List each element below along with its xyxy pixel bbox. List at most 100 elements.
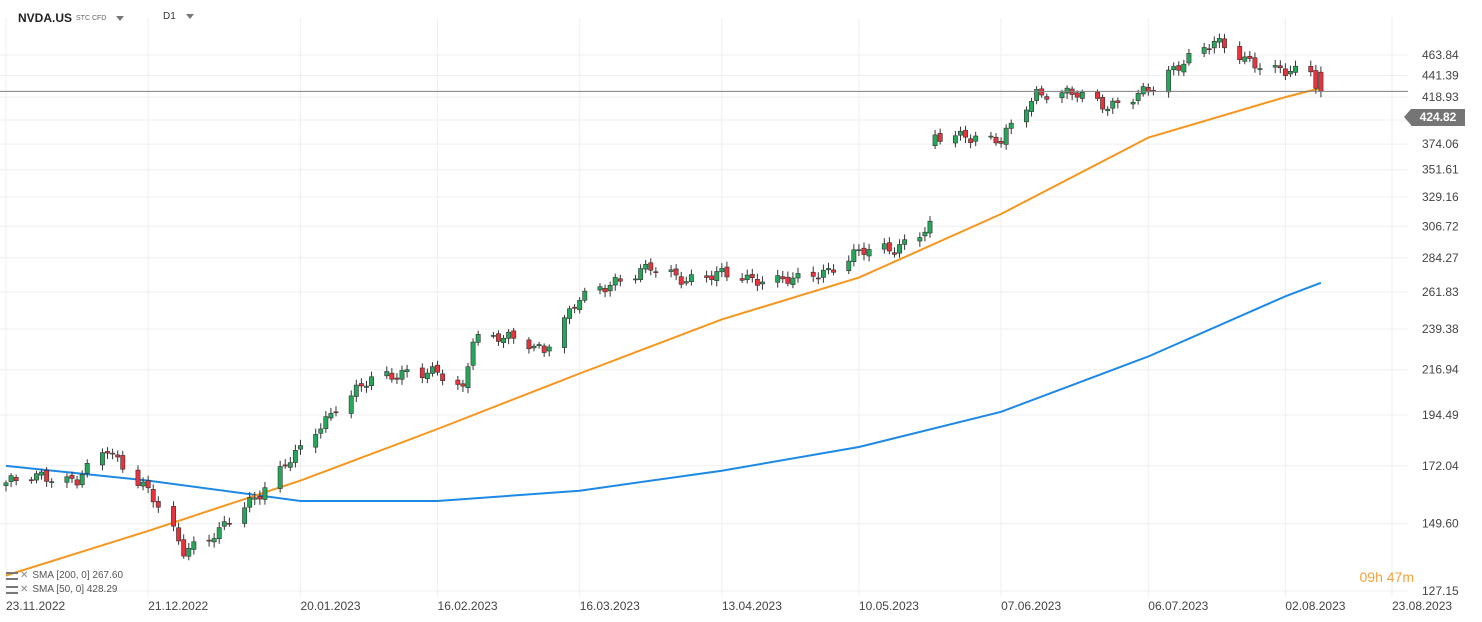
candle — [1181, 59, 1187, 77]
candle — [247, 491, 253, 513]
settings-icon[interactable] — [6, 585, 18, 594]
candle — [897, 239, 902, 258]
candle-body — [572, 306, 578, 309]
candle — [831, 264, 836, 276]
candle-body — [1216, 38, 1222, 43]
candle-body — [648, 262, 654, 271]
candle-body — [369, 376, 374, 387]
candle-body — [84, 462, 90, 474]
candle-body — [973, 135, 979, 142]
candle-body — [643, 264, 649, 270]
candle — [501, 335, 506, 349]
candle-body — [1308, 66, 1314, 73]
candle — [1318, 66, 1324, 98]
candle-body — [1166, 69, 1172, 93]
candle-body — [79, 473, 85, 486]
timeframe-selector[interactable]: D1 — [163, 11, 194, 22]
y-tick-label: 216.94 — [1422, 363, 1459, 377]
candle-body — [856, 249, 862, 252]
candle-body — [115, 454, 121, 458]
candle-body — [638, 268, 644, 280]
candle-body — [998, 140, 1004, 144]
candle — [567, 305, 572, 325]
candle-body — [8, 475, 14, 482]
candle — [34, 470, 39, 484]
candle-body — [348, 395, 354, 414]
candle — [820, 264, 826, 283]
legend-sma50[interactable]: ✕ SMA [50, 0] 428.29 — [6, 584, 117, 595]
candle-body — [1115, 100, 1121, 103]
sma50-line — [5, 87, 1322, 577]
candle-body — [399, 370, 405, 380]
candle — [1257, 63, 1263, 76]
close-icon[interactable]: ✕ — [20, 570, 29, 581]
candle — [419, 363, 425, 384]
candle-body — [582, 290, 588, 301]
candle-body — [242, 507, 248, 524]
candle-body — [1206, 48, 1212, 51]
candle — [1074, 90, 1080, 103]
candle-body — [358, 383, 364, 387]
candle-body — [704, 275, 710, 278]
candle-body — [760, 281, 765, 285]
candle — [572, 304, 578, 314]
candle-body — [886, 242, 892, 252]
candle — [810, 266, 816, 282]
candle — [973, 131, 979, 147]
legend-sma200[interactable]: ✕ SMA [200, 0] 267.60 — [6, 570, 123, 581]
candle — [150, 484, 156, 508]
candle-body — [1074, 92, 1080, 98]
candle-body — [44, 470, 50, 482]
chevron-down-icon[interactable] — [185, 14, 194, 19]
candle — [963, 125, 968, 144]
candle-body — [1171, 66, 1177, 71]
candle-body — [1003, 127, 1009, 145]
y-tick-label: 351.61 — [1422, 163, 1459, 177]
candle-body — [206, 539, 212, 542]
close-icon[interactable]: ✕ — [20, 584, 29, 595]
symbol-selector[interactable]: NVDA.US STC CFD — [18, 11, 125, 25]
y-tick-label: 284.27 — [1422, 251, 1459, 265]
x-tick-label: 16.03.2023 — [580, 599, 640, 613]
candle-body — [110, 452, 116, 455]
candle — [958, 126, 963, 141]
candle-body — [683, 281, 689, 284]
candle-body — [1176, 65, 1182, 71]
candle-body — [902, 239, 908, 245]
candle — [358, 378, 364, 392]
candle-body — [1242, 56, 1248, 62]
candle-body — [13, 476, 19, 482]
chevron-down-icon[interactable] — [116, 15, 125, 21]
candle-body — [810, 271, 816, 277]
candle-body — [216, 527, 222, 540]
candle — [851, 244, 857, 267]
candle-body — [724, 266, 730, 278]
candle-body — [612, 277, 618, 286]
candle-body — [1105, 108, 1111, 112]
candle — [1100, 94, 1106, 114]
candle — [1272, 60, 1278, 73]
candle-body — [754, 279, 760, 286]
candle — [262, 481, 268, 505]
candle-body — [567, 308, 572, 319]
candle-body — [424, 372, 430, 379]
settings-icon[interactable] — [6, 571, 18, 580]
y-tick-label: 127.15 — [1422, 584, 1459, 598]
candle — [1069, 86, 1075, 101]
candle — [998, 137, 1004, 148]
candle-body — [496, 333, 501, 342]
candle-body — [988, 135, 994, 138]
candle — [937, 128, 943, 145]
candle-body — [501, 337, 506, 343]
candle — [110, 448, 116, 460]
candle — [39, 468, 44, 480]
candle-body — [226, 522, 232, 525]
candle — [333, 406, 339, 417]
candle — [749, 268, 755, 283]
candle — [404, 364, 410, 378]
candle — [460, 379, 466, 392]
candle-body — [1110, 100, 1116, 109]
candle-body — [1222, 38, 1227, 49]
legend-sma200-label: SMA [200, 0] 267.60 — [32, 570, 124, 581]
